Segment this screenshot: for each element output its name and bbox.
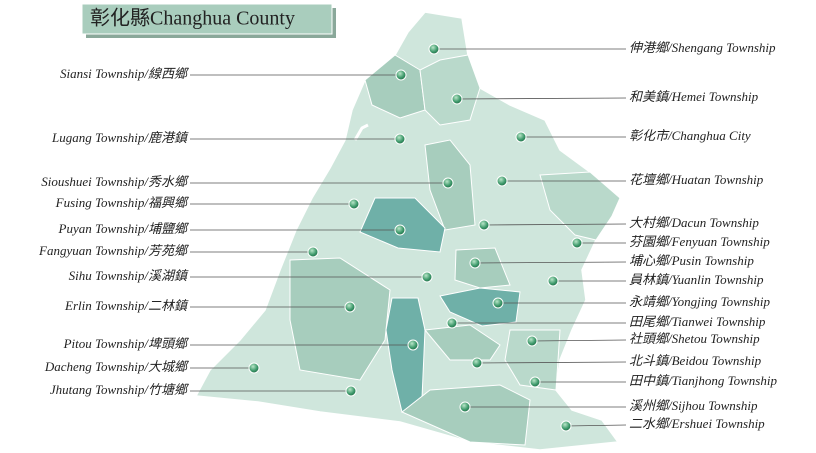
township-marker (560, 420, 572, 432)
township-marker (442, 177, 454, 189)
leader-line (531, 339, 627, 342)
township-label: Puyan Township/埔鹽鄉 (58, 221, 189, 236)
township-marker (348, 198, 360, 210)
township-label: Jhutang Township/竹塘鄉 (50, 382, 189, 397)
township-marker (478, 219, 490, 231)
township-marker (345, 385, 357, 397)
township-marker (446, 317, 458, 329)
township-marker (547, 275, 559, 287)
township-marker (428, 43, 440, 55)
region (401, 384, 531, 446)
township-label: 田中鎮/Tianjhong Township (629, 373, 777, 388)
township-label: Sioushuei Township/秀水鄉 (41, 174, 189, 189)
township-marker (496, 175, 508, 187)
township-label: Siansi Township/線西鄉 (60, 66, 189, 81)
township-label: 北斗鎮/Beidou Township (629, 353, 762, 368)
region (289, 257, 391, 381)
township-label: 田尾鄉/Tianwei Township (629, 314, 766, 329)
title-box: 彰化縣Changhua County (81, 3, 336, 38)
region (419, 54, 481, 126)
leader-line (456, 97, 627, 100)
region (539, 171, 621, 241)
region (504, 329, 561, 391)
township-label: 彰化市/Changhua City (629, 128, 751, 143)
region (359, 197, 446, 253)
township-marker (395, 69, 407, 81)
region (454, 247, 511, 289)
township-marker (394, 224, 406, 236)
leader-line (476, 361, 627, 364)
map-title: 彰化縣Changhua County (90, 7, 295, 30)
township-label: 社頭鄉/Shetou Township (629, 331, 760, 346)
township-label: 員林鎮/Yuanlin Township (629, 272, 764, 287)
township-marker (451, 93, 463, 105)
township-label: 永靖鄉/Yongjing Township (629, 294, 771, 309)
township-marker (344, 301, 356, 313)
river (353, 123, 369, 141)
township-label: 大村鄉/Dacun Township (629, 215, 759, 230)
county-map (194, 11, 621, 451)
township-label: 埔心鄉/Pusin Township (629, 253, 754, 268)
township-labels: Siansi Township/線西鄉 Lugang Township/鹿港鎮 Si… (38, 40, 777, 432)
township-marker (492, 297, 504, 309)
township-marker (526, 335, 538, 347)
township-marker (307, 246, 319, 258)
township-label: 和美鎮/Hemei Township (629, 89, 759, 104)
township-label: 芬園鄉/Fenyuan Township (629, 234, 770, 249)
township-label: Fusing Township/福興鄉 (55, 195, 189, 210)
leader-line (483, 223, 627, 226)
township-label: Dacheng Township/大城鄉 (44, 359, 189, 374)
township-marker (407, 339, 419, 351)
township-label: 溪州鄉/Sijhou Township (629, 398, 758, 413)
township-marker (471, 357, 483, 369)
township-label: 二水鄉/Ershuei Township (629, 416, 765, 431)
township-label: Lugang Township/鹿港鎮 (51, 130, 189, 145)
leader-line (565, 424, 627, 427)
township-label: Fangyuan Township/芳苑鄉 (38, 243, 189, 258)
township-marker (529, 376, 541, 388)
township-marker (469, 257, 481, 269)
leader-line (474, 261, 627, 264)
township-label: Erlin Township/二林鎮 (64, 298, 189, 313)
river (328, 96, 349, 121)
township-label: Pitou Township/埤頭鄉 (63, 336, 189, 351)
township-label: 花壇鄉/Huatan Township (629, 172, 764, 187)
township-marker (571, 237, 583, 249)
region (424, 324, 501, 361)
township-marker (515, 131, 527, 143)
township-marker (421, 271, 433, 283)
township-marker (394, 133, 406, 145)
township-marker (459, 401, 471, 413)
township-label: Sihu Township/溪湖鎮 (69, 268, 189, 283)
township-marker (248, 362, 260, 374)
township-label: 伸港鄉/Shengang Township (629, 40, 776, 55)
